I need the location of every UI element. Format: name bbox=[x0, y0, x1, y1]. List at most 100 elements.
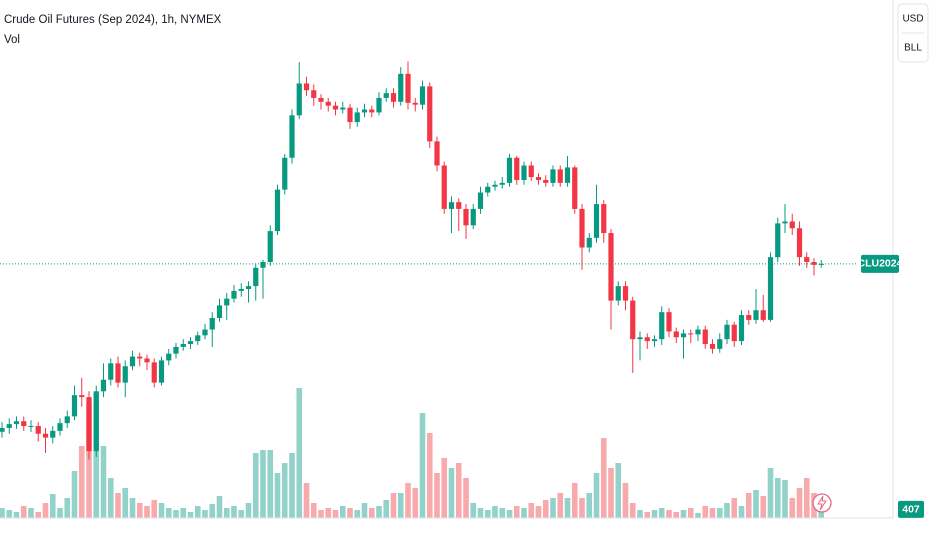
unit-button[interactable]: BLL bbox=[904, 43, 922, 54]
candle-body bbox=[506, 157, 513, 183]
volume-bar bbox=[586, 493, 593, 518]
volume-bar bbox=[274, 473, 281, 518]
candle-body bbox=[535, 177, 542, 180]
candle-body bbox=[586, 237, 592, 248]
candle-body bbox=[108, 363, 114, 380]
candle-body bbox=[572, 167, 578, 209]
volume-bar bbox=[100, 446, 107, 518]
candle-body bbox=[543, 179, 549, 183]
volume-bar bbox=[506, 510, 513, 518]
candle-body bbox=[129, 356, 136, 367]
volume-bar bbox=[419, 413, 426, 518]
volume-bar bbox=[332, 510, 339, 518]
candle-body bbox=[448, 202, 455, 209]
volume-bar bbox=[724, 503, 730, 518]
volume-bar bbox=[303, 483, 310, 518]
candle-body bbox=[166, 353, 172, 361]
candle-body bbox=[354, 112, 360, 123]
candle-body bbox=[398, 73, 404, 102]
volume-bar bbox=[318, 510, 324, 518]
candle-body bbox=[760, 310, 766, 320]
icon-circle[interactable] bbox=[812, 493, 832, 513]
candle-body bbox=[622, 286, 629, 301]
volume-bar bbox=[78, 446, 85, 518]
candle-body bbox=[702, 329, 708, 345]
volume-bar bbox=[600, 438, 607, 518]
candle-body bbox=[724, 324, 730, 340]
currency-button[interactable]: USD bbox=[902, 14, 923, 25]
candle-body bbox=[289, 115, 295, 158]
candle-body bbox=[6, 424, 12, 428]
volume-bar bbox=[767, 468, 774, 518]
candle-body bbox=[470, 208, 476, 226]
volume-bar bbox=[687, 508, 694, 518]
volume-bar bbox=[238, 510, 245, 518]
volume-bar bbox=[368, 508, 375, 518]
price-pane bbox=[0, 61, 824, 460]
volume-bar bbox=[448, 468, 455, 518]
lightning-icon[interactable] bbox=[812, 493, 832, 513]
volume-bar bbox=[296, 388, 303, 518]
candle-body bbox=[775, 223, 781, 258]
volume-bar bbox=[310, 503, 317, 518]
volume-bar bbox=[173, 510, 179, 518]
candle-body bbox=[514, 157, 520, 180]
volume-bar bbox=[57, 508, 63, 518]
candle-body bbox=[521, 165, 527, 180]
volume-bar bbox=[571, 483, 578, 518]
candle-body bbox=[492, 184, 498, 187]
candle-body bbox=[296, 83, 302, 116]
volume-bar bbox=[245, 503, 252, 518]
candle-body bbox=[753, 310, 759, 320]
candle-body bbox=[818, 263, 824, 265]
candle-body bbox=[673, 331, 679, 338]
candle-body bbox=[651, 339, 658, 342]
candle-body bbox=[303, 83, 310, 91]
volume-bar bbox=[426, 433, 433, 518]
volume-bar bbox=[260, 450, 266, 518]
candle-body bbox=[717, 339, 723, 349]
candle-body bbox=[434, 141, 440, 166]
candle-body bbox=[361, 109, 368, 113]
symbol-tag: CLU2024 bbox=[858, 258, 903, 270]
candle-body bbox=[528, 165, 534, 178]
volume-bar bbox=[796, 488, 803, 518]
candle-body bbox=[253, 267, 259, 287]
candle-body bbox=[151, 362, 157, 383]
volume-bar bbox=[579, 498, 585, 518]
volume-bar bbox=[803, 478, 810, 518]
volume-bar bbox=[252, 453, 259, 518]
candle-body bbox=[427, 86, 433, 142]
candle-body bbox=[158, 360, 165, 383]
candle-body bbox=[122, 366, 128, 383]
candle-body bbox=[224, 298, 230, 306]
volume-bar bbox=[383, 500, 390, 518]
candle-body bbox=[593, 204, 600, 238]
volume-bar bbox=[738, 506, 745, 518]
candle-body bbox=[42, 433, 49, 438]
candle-body bbox=[456, 202, 462, 209]
candle-body bbox=[746, 315, 752, 320]
volume-bar bbox=[521, 508, 527, 518]
candle-body bbox=[274, 189, 281, 232]
volume-tag-box bbox=[898, 500, 924, 518]
icon-bolt bbox=[817, 495, 827, 511]
volume-bar bbox=[151, 500, 158, 518]
volume-bar bbox=[789, 498, 796, 518]
volume-bar bbox=[535, 506, 542, 518]
volume-bar bbox=[658, 508, 665, 518]
volume-label: Vol bbox=[4, 34, 20, 46]
candle-body bbox=[100, 379, 107, 392]
volume-bar bbox=[680, 510, 687, 518]
candle-body bbox=[231, 290, 237, 299]
volume-bar bbox=[513, 506, 520, 518]
volume-bar bbox=[49, 494, 56, 518]
volume-bar bbox=[390, 493, 397, 518]
candle-body bbox=[688, 333, 694, 335]
volume-bar bbox=[397, 493, 404, 518]
candle-body bbox=[267, 231, 273, 262]
candle-body bbox=[137, 356, 143, 359]
candle-body bbox=[93, 391, 99, 452]
volume-bar bbox=[107, 478, 114, 518]
